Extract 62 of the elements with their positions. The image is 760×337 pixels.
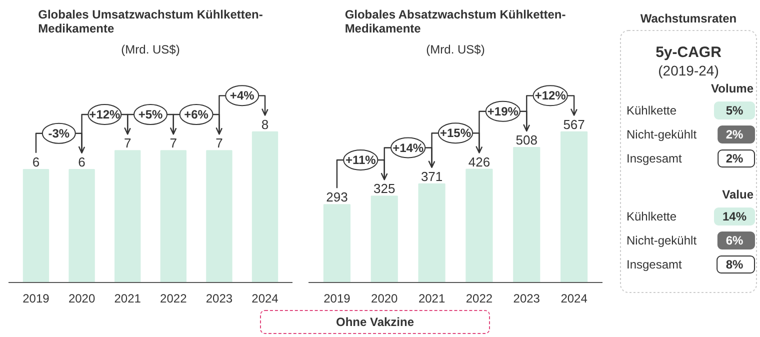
data-label: 426: [468, 154, 490, 170]
x-tick-label: 2020: [68, 292, 96, 306]
text: +12%: [89, 108, 121, 122]
bar: [370, 196, 398, 282]
bar: [323, 204, 350, 282]
series-label: Value: [722, 188, 754, 202]
category-label: Insgesamt: [626, 258, 682, 272]
category-label: Nicht-gekühlt: [626, 234, 697, 248]
bar: [418, 183, 446, 282]
annotation: -3%: [48, 126, 70, 140]
text: 5y-CAGR: [656, 44, 722, 61]
category-label: Insgesamt: [626, 152, 683, 166]
x-tick-label: 2022: [160, 292, 188, 306]
data-label: 325: [374, 181, 396, 196]
chart-title: Globales Absatzwachstum Kühlketten-Medikamente: [344, 8, 566, 36]
bar: [466, 168, 493, 282]
chart-title: Globales Umsatzwachstum Kühlketten-Medikamente: [38, 8, 263, 36]
x-tick-label: 2024: [252, 292, 279, 306]
text: Ohne Vakzine: [336, 314, 414, 331]
x-tick-label: 2024: [560, 292, 588, 306]
text: Wachstumsraten: [640, 12, 737, 26]
data-label: 7: [216, 136, 223, 151]
text: (2019-24): [658, 62, 719, 78]
data-label: 508: [516, 132, 538, 148]
data-label: 567: [563, 116, 585, 132]
chart-subtitle: (Mrd. US$): [426, 42, 485, 56]
text: +19%: [487, 104, 519, 118]
category-label: Kühlkette: [626, 104, 677, 118]
text: +4%: [230, 88, 255, 103]
data-label: 14%: [722, 210, 747, 224]
x-tick-label: 2021: [114, 292, 142, 306]
annotation: +14%: [392, 140, 424, 155]
text: +5%: [138, 108, 164, 122]
x-tick-label: 2022: [466, 292, 493, 306]
annotation: +15%: [440, 126, 472, 140]
data-label: 6%: [726, 234, 744, 248]
text: +6%: [184, 108, 209, 122]
x-tick-label: 2023: [513, 292, 540, 306]
data-label: 8%: [726, 258, 744, 272]
data-label: 6: [32, 154, 40, 170]
data-label: 5%: [726, 104, 744, 118]
x-tick-label: 2021: [418, 292, 446, 306]
text: +12%: [534, 88, 566, 103]
bar: [560, 131, 588, 282]
x-tick-label: 2019: [22, 292, 50, 306]
data-label: 371: [420, 168, 443, 184]
bar: [513, 147, 540, 282]
data-label: 2%: [726, 128, 744, 142]
data-label: 293: [326, 190, 348, 205]
data-label: 2%: [726, 152, 744, 166]
data-label: 6: [78, 154, 86, 170]
x-tick-label: 2020: [371, 292, 398, 306]
data-label: 7: [124, 136, 132, 151]
chart-subtitle: (Mrd. US$): [121, 42, 180, 56]
data-label: 8: [261, 116, 269, 132]
series-label: Volume: [711, 82, 754, 96]
x-tick-label: 2019: [324, 292, 351, 306]
category-label: Kühlkette: [626, 210, 677, 224]
data-label: 7: [170, 136, 178, 151]
annotation: +11%: [345, 152, 376, 167]
x-tick-label: 2023: [206, 292, 233, 306]
category-label: Nicht-gekühlt: [626, 128, 698, 142]
